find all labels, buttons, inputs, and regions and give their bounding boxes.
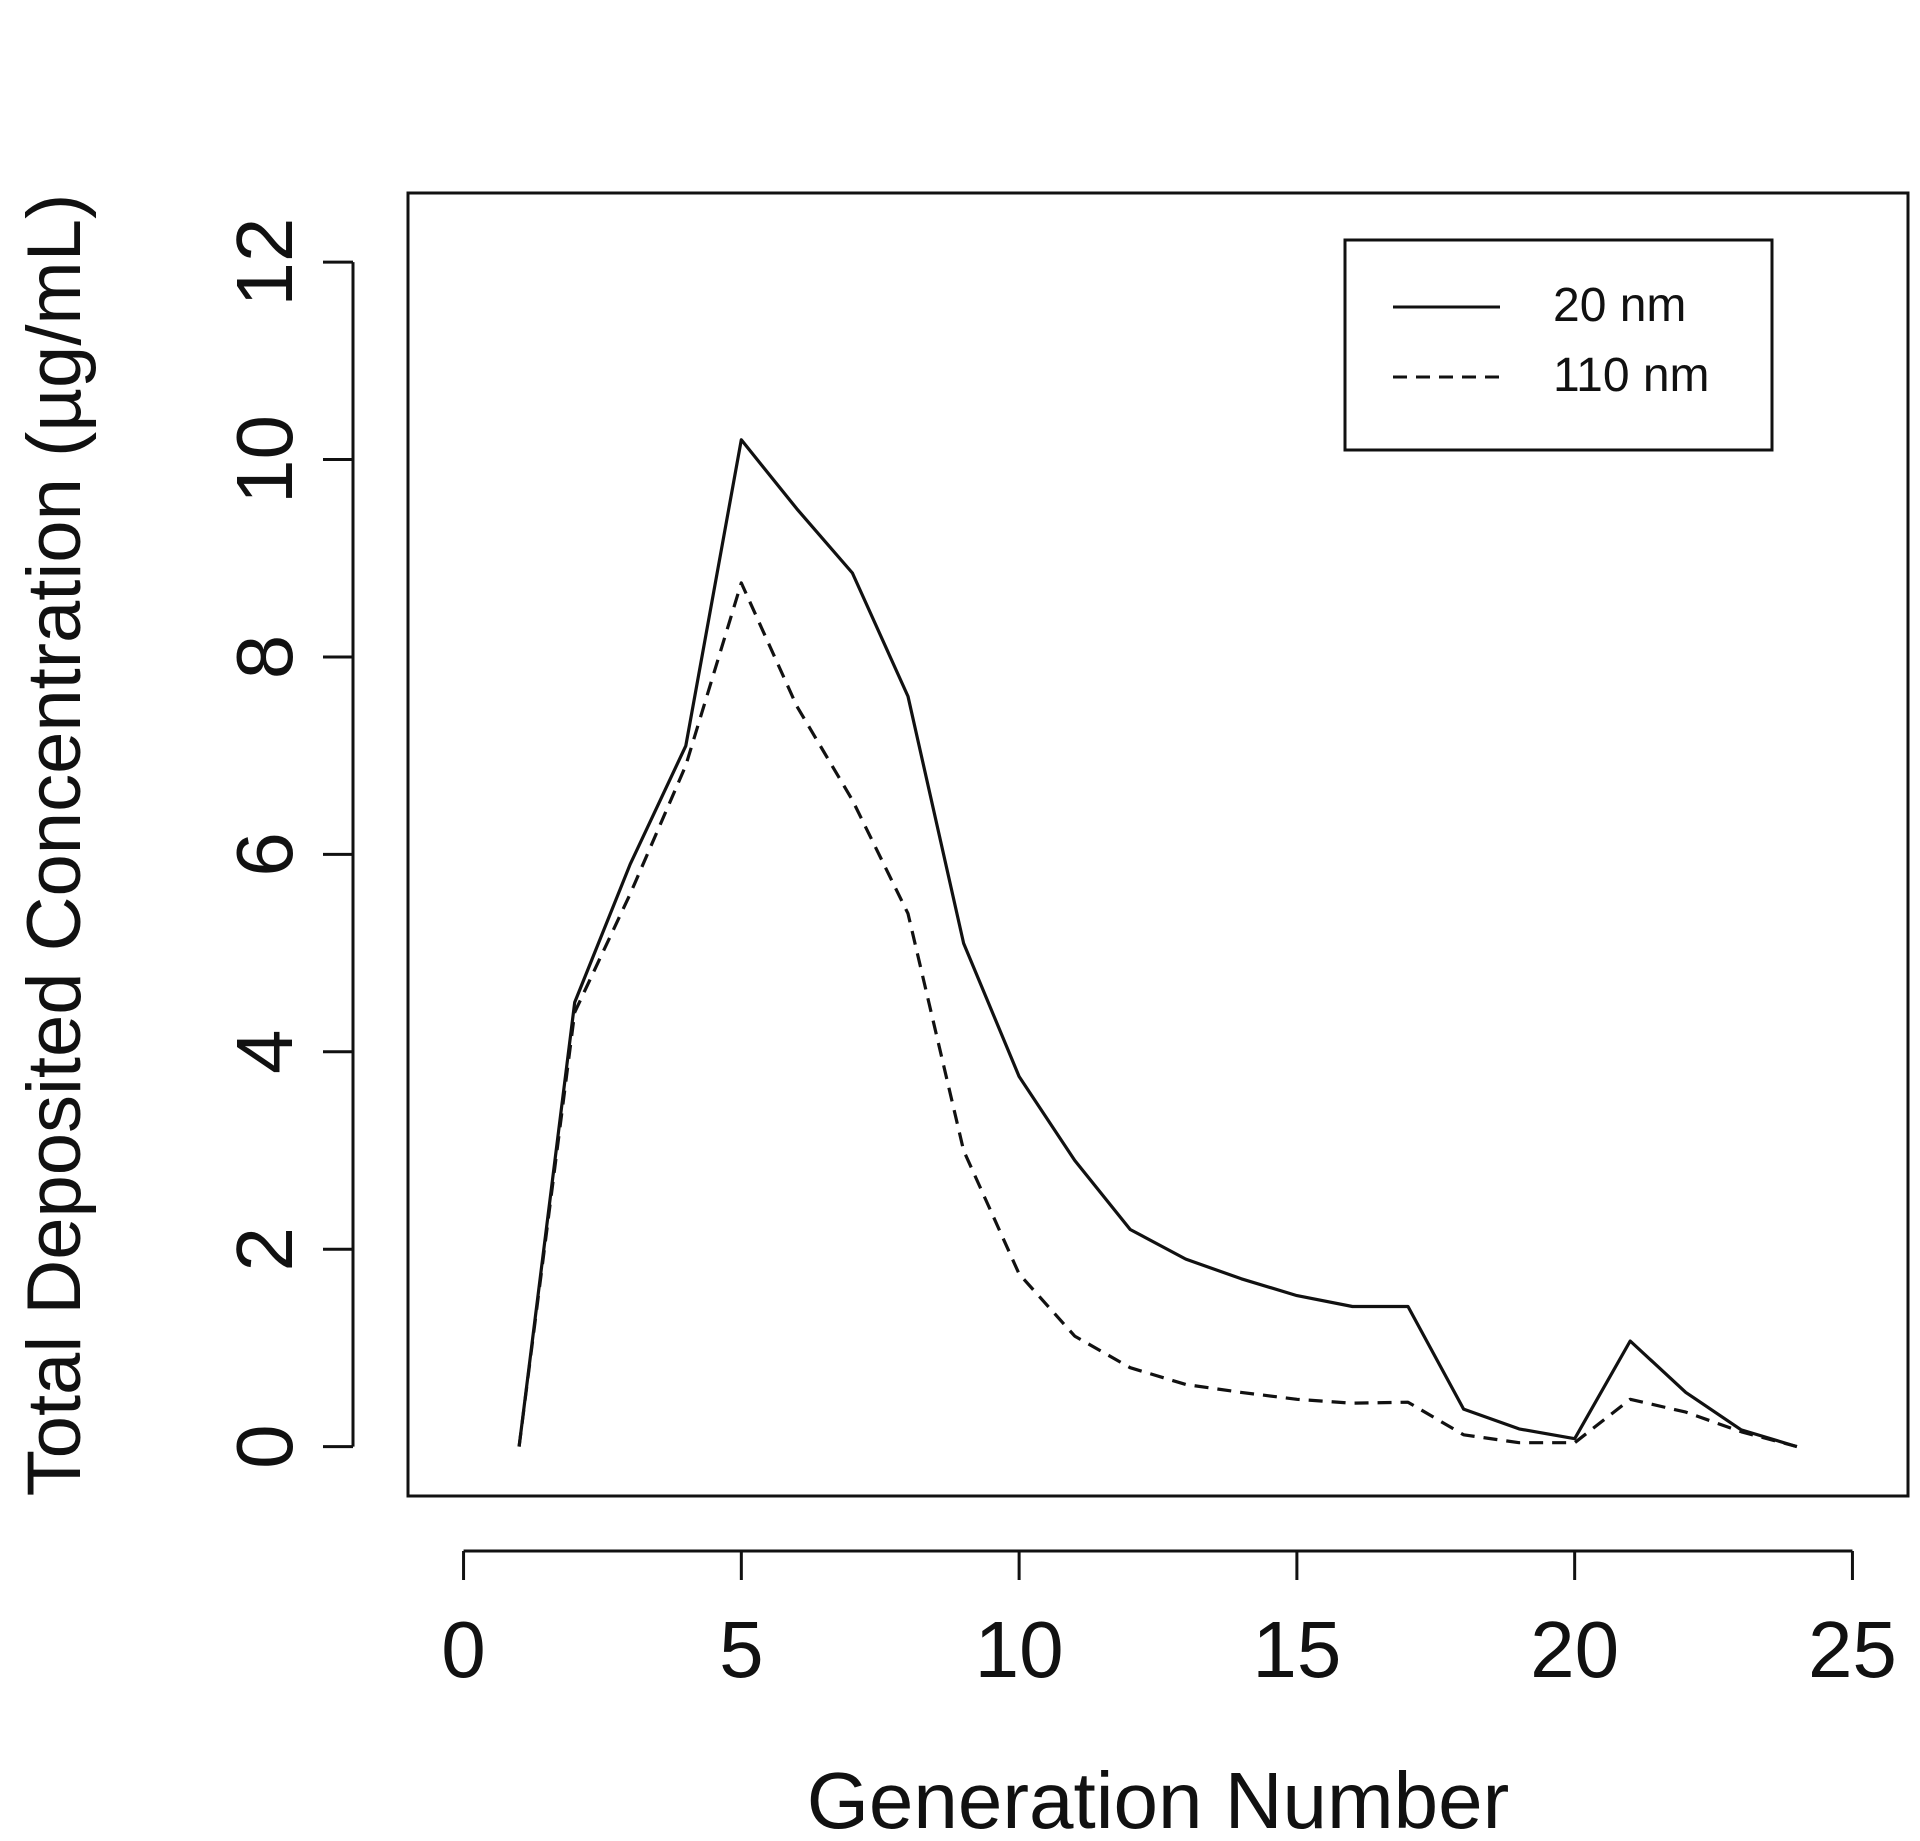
y-axis-label: Total Deposited Concentration (µg/mL) xyxy=(12,194,97,1497)
series-line-20nm xyxy=(517,438,1798,1449)
y-axis: 0 2 4 6 8 10 12 xyxy=(220,218,355,1469)
plot-frame xyxy=(406,191,1910,1498)
legend-label-20nm: 20 nm xyxy=(1553,279,1686,332)
series-layer xyxy=(517,438,1798,1449)
x-tick-label: 15 xyxy=(1252,1605,1341,1694)
y-tick-label: 10 xyxy=(220,415,309,504)
y-tick-label: 8 xyxy=(220,635,309,680)
y-tick-label: 2 xyxy=(220,1227,309,1272)
x-tick-label: 25 xyxy=(1808,1605,1897,1694)
x-tick-label: 5 xyxy=(719,1605,764,1694)
legend-box xyxy=(1343,238,1774,452)
y-tick-label: 4 xyxy=(220,1030,309,1075)
legend-label-110nm: 110 nm xyxy=(1553,349,1710,402)
y-tick-label: 6 xyxy=(220,832,309,877)
series-line-110nm xyxy=(517,581,1798,1449)
legend: 20 nm 110 nm xyxy=(1343,238,1774,452)
x-tick-label: 10 xyxy=(975,1605,1064,1694)
x-axis-label: Generation Number xyxy=(807,1756,1510,1841)
x-axis: 0 5 10 15 20 25 xyxy=(441,1549,1897,1694)
y-tick-label: 12 xyxy=(220,218,309,307)
y-tick-label: 0 xyxy=(220,1424,309,1469)
x-tick-label: 0 xyxy=(441,1605,486,1694)
x-tick-label: 20 xyxy=(1530,1605,1619,1694)
